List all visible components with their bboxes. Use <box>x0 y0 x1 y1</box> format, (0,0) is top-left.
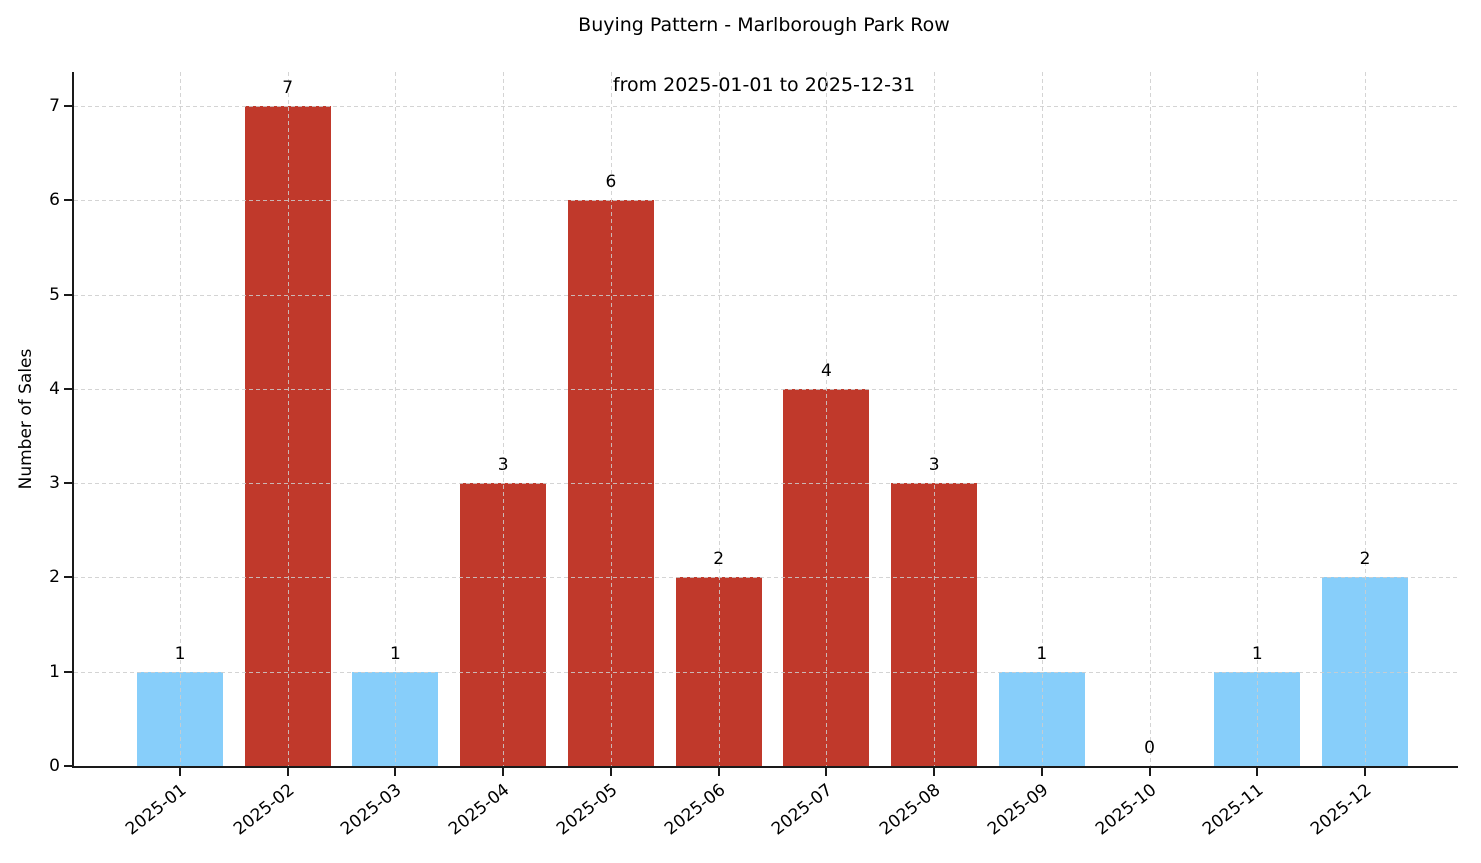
x-tick-label: 2025-09 <box>983 780 1053 840</box>
chart-title-line-2: from 2025-01-01 to 2025-12-31 <box>612 74 916 96</box>
x-tick-label: 2025-10 <box>1091 780 1160 840</box>
gridline-vertical <box>1041 72 1043 766</box>
x-axis-tick <box>1364 768 1367 776</box>
y-axis-tick <box>64 105 72 107</box>
x-axis-tick <box>1040 768 1043 776</box>
x-axis-tick <box>1148 768 1151 776</box>
bar-value-label: 1 <box>174 643 186 664</box>
gridline-horizontal <box>74 577 1458 579</box>
gridline-vertical <box>1365 72 1367 766</box>
x-tick-label: 2025-05 <box>552 780 622 840</box>
x-tick-label: 2025-11 <box>1199 780 1268 840</box>
gridline-vertical <box>1149 72 1151 766</box>
chart-title-line-1: Buying Pattern - Marlborough Park Row <box>578 14 950 36</box>
x-tick-label: 2025-12 <box>1307 780 1376 840</box>
y-tick-label: 0 <box>49 756 60 776</box>
gridline-horizontal <box>74 200 1458 202</box>
y-tick-label: 2 <box>49 567 60 588</box>
bar-value-label: 2 <box>713 549 725 570</box>
gridline-horizontal <box>74 388 1458 390</box>
x-tick-label: 2025-01 <box>122 780 191 840</box>
x-axis-tick <box>825 768 828 776</box>
x-tick-label: 2025-04 <box>445 780 514 840</box>
y-axis-tick <box>64 670 72 673</box>
y-axis-tick <box>64 765 72 767</box>
gridline-horizontal <box>74 106 1458 107</box>
y-tick-label: 5 <box>49 284 60 305</box>
x-axis-tick <box>609 768 612 776</box>
bar-value-label: 2 <box>1359 549 1371 570</box>
y-tick-label: 6 <box>49 190 60 211</box>
y-axis-tick <box>64 482 72 485</box>
x-tick-label: 2025-08 <box>876 780 945 840</box>
gridline-horizontal <box>74 294 1458 296</box>
y-axis-tick <box>64 387 72 390</box>
x-axis-tick <box>933 768 936 776</box>
y-axis-tick <box>64 576 72 579</box>
bar-value-label: 4 <box>820 360 832 381</box>
x-tick-label: 2025-03 <box>337 780 406 840</box>
x-axis-tick <box>502 768 505 776</box>
y-tick-label: 1 <box>49 661 60 682</box>
gridline-vertical <box>287 72 289 766</box>
gridline-vertical <box>934 72 936 766</box>
x-axis-tick <box>179 768 181 776</box>
gridline-vertical <box>180 72 181 766</box>
y-axis-tick <box>64 199 72 202</box>
gridline-horizontal <box>74 671 1458 673</box>
bar-value-label: 0 <box>1144 738 1155 758</box>
gridline-vertical <box>610 72 612 766</box>
x-axis-tick <box>286 768 289 776</box>
gridline-vertical <box>1257 72 1259 766</box>
bar-value-label: 1 <box>1251 643 1263 664</box>
x-axis-tick <box>394 768 397 776</box>
gridline-horizontal <box>74 483 1458 485</box>
gridline-vertical <box>395 72 397 766</box>
y-axis-label: Number of Sales <box>16 348 36 490</box>
gridline-vertical <box>826 72 828 766</box>
bar-value-label: 7 <box>282 78 294 99</box>
chart-title: Buying Pattern - Marlborough Park Row fr… <box>72 10 1456 100</box>
bar-value-label: 3 <box>497 455 509 476</box>
y-tick-label: 7 <box>49 96 60 116</box>
x-tick-label: 2025-06 <box>660 780 729 840</box>
bar-value-label: 3 <box>928 455 940 476</box>
bar-value-label: 1 <box>1036 643 1048 664</box>
x-axis-tick <box>1256 768 1259 776</box>
x-tick-label: 2025-02 <box>229 780 299 840</box>
y-tick-label: 4 <box>49 378 60 399</box>
gridline-vertical <box>718 72 720 766</box>
x-axis-tick <box>717 768 720 776</box>
x-tick-label: 2025-07 <box>768 780 837 840</box>
bar-value-label: 6 <box>605 172 617 193</box>
y-axis-tick <box>64 293 72 296</box>
gridline-vertical <box>503 72 505 766</box>
bar-value-label: 1 <box>390 643 401 664</box>
y-tick-label: 3 <box>49 473 60 494</box>
plot-area: 1 7 1 3 6 2 4 3 1 0 1 2 0 1 2 3 4 5 6 7 2025-01 2025-02 2025-0… <box>49 72 1458 839</box>
